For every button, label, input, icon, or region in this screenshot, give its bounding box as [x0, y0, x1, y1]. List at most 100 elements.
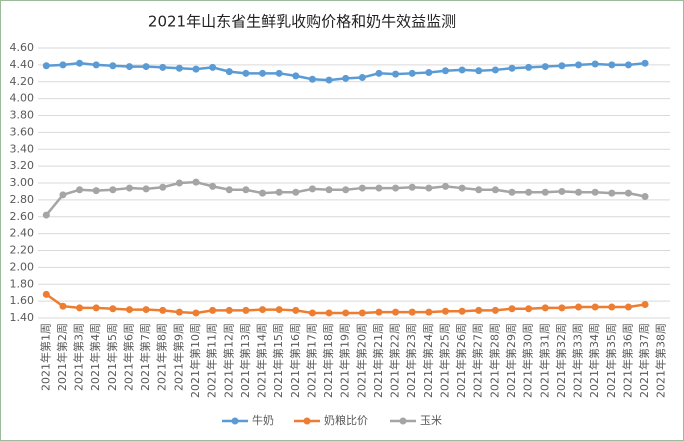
data-point: [292, 188, 300, 196]
x-tick-label: 2021年第17周: [304, 323, 318, 398]
x-tick-label: 2021年第30周: [521, 323, 535, 398]
data-point: [209, 63, 217, 71]
y-tick-label: 2.20: [10, 244, 35, 257]
legend-marker: [399, 417, 407, 425]
data-point: [142, 63, 150, 71]
data-point: [425, 184, 433, 192]
data-point: [458, 66, 466, 74]
x-tick-label: 2021年第38周: [654, 323, 668, 398]
data-point: [392, 308, 400, 316]
data-point: [608, 189, 616, 197]
data-point: [125, 63, 133, 71]
data-point: [525, 188, 533, 196]
data-point: [475, 186, 483, 194]
data-point: [225, 68, 233, 76]
data-point: [59, 61, 67, 69]
x-tick-label: 2021年第21周: [371, 323, 385, 398]
data-point: [159, 183, 167, 191]
data-point: [342, 186, 350, 194]
data-point: [76, 304, 84, 312]
x-tick-label: 2021年第3周: [72, 323, 86, 391]
data-point: [159, 63, 167, 71]
data-point: [59, 191, 67, 199]
data-point: [308, 185, 316, 193]
y-tick-label: 4.20: [10, 75, 35, 88]
data-point: [192, 178, 200, 186]
data-point: [342, 309, 350, 317]
y-tick-label: 3.00: [10, 176, 35, 189]
data-point: [558, 304, 566, 312]
y-tick-label: 1.80: [10, 277, 35, 290]
data-point: [292, 72, 300, 80]
data-point: [209, 182, 217, 190]
y-tick-label: 4.40: [10, 58, 35, 71]
data-point: [641, 59, 649, 67]
x-tick-label: 2021年第34周: [587, 323, 601, 398]
x-tick-label: 2021年第15周: [271, 323, 285, 398]
y-tick-label: 3.60: [10, 125, 35, 138]
x-tick-label: 2021年第14周: [255, 323, 269, 398]
x-tick-label: 2021年第24周: [421, 323, 435, 398]
y-tick-label: 2.40: [10, 227, 35, 240]
data-point: [92, 187, 100, 195]
data-point: [92, 61, 100, 69]
data-point: [125, 184, 133, 192]
legend-label: 牛奶: [252, 413, 274, 427]
data-point: [259, 189, 267, 197]
x-tick-label: 2021年第27周: [471, 323, 485, 398]
data-point: [142, 306, 150, 314]
y-tick-label: 4.00: [10, 92, 35, 105]
data-point: [408, 308, 416, 316]
data-point: [608, 61, 616, 69]
data-point: [375, 69, 383, 77]
data-point: [192, 309, 200, 317]
data-point: [225, 186, 233, 194]
data-point: [175, 308, 183, 316]
data-point: [575, 61, 583, 69]
y-tick-label: 1.60: [10, 294, 35, 307]
x-tick-label: 2021年第37周: [637, 323, 651, 398]
data-point: [541, 188, 549, 196]
data-point: [259, 306, 267, 314]
data-point: [109, 305, 117, 313]
data-point: [441, 182, 449, 190]
x-tick-label: 2021年第5周: [105, 323, 119, 391]
data-point: [541, 304, 549, 312]
x-tick-label: 2021年第22周: [388, 323, 402, 398]
x-tick-label: 2021年第10周: [188, 323, 202, 398]
data-point: [259, 69, 267, 77]
x-tick-label: 2021年第20周: [354, 323, 368, 398]
data-point: [175, 64, 183, 72]
data-point: [508, 188, 516, 196]
data-point: [408, 183, 416, 191]
x-tick-label: 2021年第25周: [437, 323, 451, 398]
x-tick-label: 2021年第29周: [504, 323, 518, 398]
data-point: [42, 290, 50, 298]
data-point: [541, 63, 549, 71]
x-tick-label: 2021年第18周: [321, 323, 335, 398]
data-point: [109, 186, 117, 194]
legend-marker: [231, 417, 239, 425]
data-point: [641, 301, 649, 308]
data-point: [325, 309, 333, 317]
x-tick-label: 2021年第1周: [38, 323, 52, 391]
y-tick-label: 4.60: [10, 41, 35, 54]
data-point: [624, 61, 632, 69]
x-tick-label: 2021年第26周: [454, 323, 468, 398]
data-point: [608, 303, 616, 311]
x-tick-label: 2021年第7周: [138, 323, 152, 391]
data-point: [491, 186, 499, 194]
x-tick-label: 2021年第11周: [205, 323, 219, 398]
data-point: [425, 68, 433, 76]
data-point: [42, 211, 50, 219]
x-tick-label: 2021年第36周: [620, 323, 634, 398]
x-tick-label: 2021年第28周: [487, 323, 501, 398]
data-point: [375, 308, 383, 316]
data-point: [392, 184, 400, 192]
data-point: [475, 306, 483, 314]
data-point: [358, 74, 366, 82]
x-tick-label: 2021年第35周: [604, 323, 618, 398]
data-point: [225, 306, 233, 314]
data-point: [308, 75, 316, 83]
